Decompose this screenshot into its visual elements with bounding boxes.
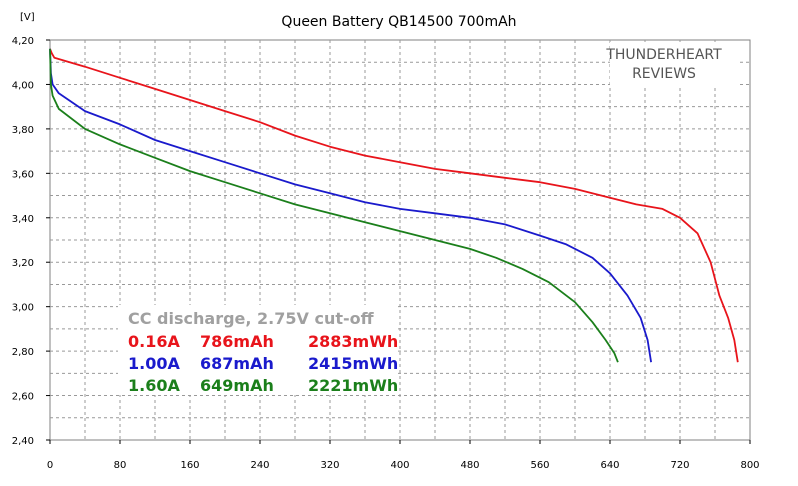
- legend-capacity-green: 649mAh: [200, 376, 274, 395]
- y-tick-label: 2,40: [12, 436, 34, 447]
- watermark-line-1: THUNDERHEART: [605, 47, 722, 63]
- x-tick-label: 160: [180, 460, 199, 471]
- y-tick-label: 3,80: [12, 125, 34, 136]
- legend-header: CC discharge, 2.75V cut-off: [128, 309, 375, 328]
- watermark-line-2: REVIEWS: [632, 66, 696, 82]
- chart-title: Queen Battery QB14500 700mAh: [281, 14, 516, 30]
- y-tick-label: 3,40: [12, 214, 34, 225]
- legend-box: CC discharge, 2.75V cut-off 0.16A 786mAh…: [118, 305, 398, 395]
- series-line-blue: [49, 48, 652, 363]
- legend-energy-blue: 2415mWh: [308, 354, 398, 373]
- x-tick-label: 640: [600, 460, 619, 471]
- series-line-red: [49, 48, 739, 363]
- legend-capacity-red: 786mAh: [200, 332, 274, 351]
- legend-capacity-blue: 687mAh: [200, 354, 274, 373]
- x-tick-label: 400: [390, 460, 409, 471]
- series-line-green: [49, 48, 619, 363]
- legend-background: [118, 305, 396, 395]
- y-tick-label: 4,00: [12, 80, 34, 91]
- y-tick-label: 2,80: [12, 347, 34, 358]
- x-tick-label: 80: [114, 460, 127, 471]
- legend-current-blue: 1.00A: [128, 354, 180, 373]
- x-tick-label: 240: [250, 460, 269, 471]
- x-tick-label: 800: [740, 460, 759, 471]
- y-unit-label: [V]: [20, 12, 35, 23]
- legend-current-red: 0.16A: [128, 332, 180, 351]
- x-tick-label: 320: [320, 460, 339, 471]
- y-tick-label: 3,20: [12, 258, 34, 269]
- x-tick-label: 0: [47, 460, 53, 471]
- y-tick-label: 2,60: [12, 392, 34, 403]
- y-tick-label: 3,00: [12, 303, 34, 314]
- legend-current-green: 1.60A: [128, 376, 180, 395]
- legend-energy-red: 2883mWh: [308, 332, 398, 351]
- y-tick-label: 3,60: [12, 169, 34, 180]
- watermark-box: [610, 42, 738, 86]
- y-tick-label: 4,20: [12, 36, 34, 47]
- x-tick-label: 480: [460, 460, 479, 471]
- x-tick-label: 720: [670, 460, 689, 471]
- legend-energy-green: 2221mWh: [308, 376, 398, 395]
- x-tick-label: 560: [530, 460, 549, 471]
